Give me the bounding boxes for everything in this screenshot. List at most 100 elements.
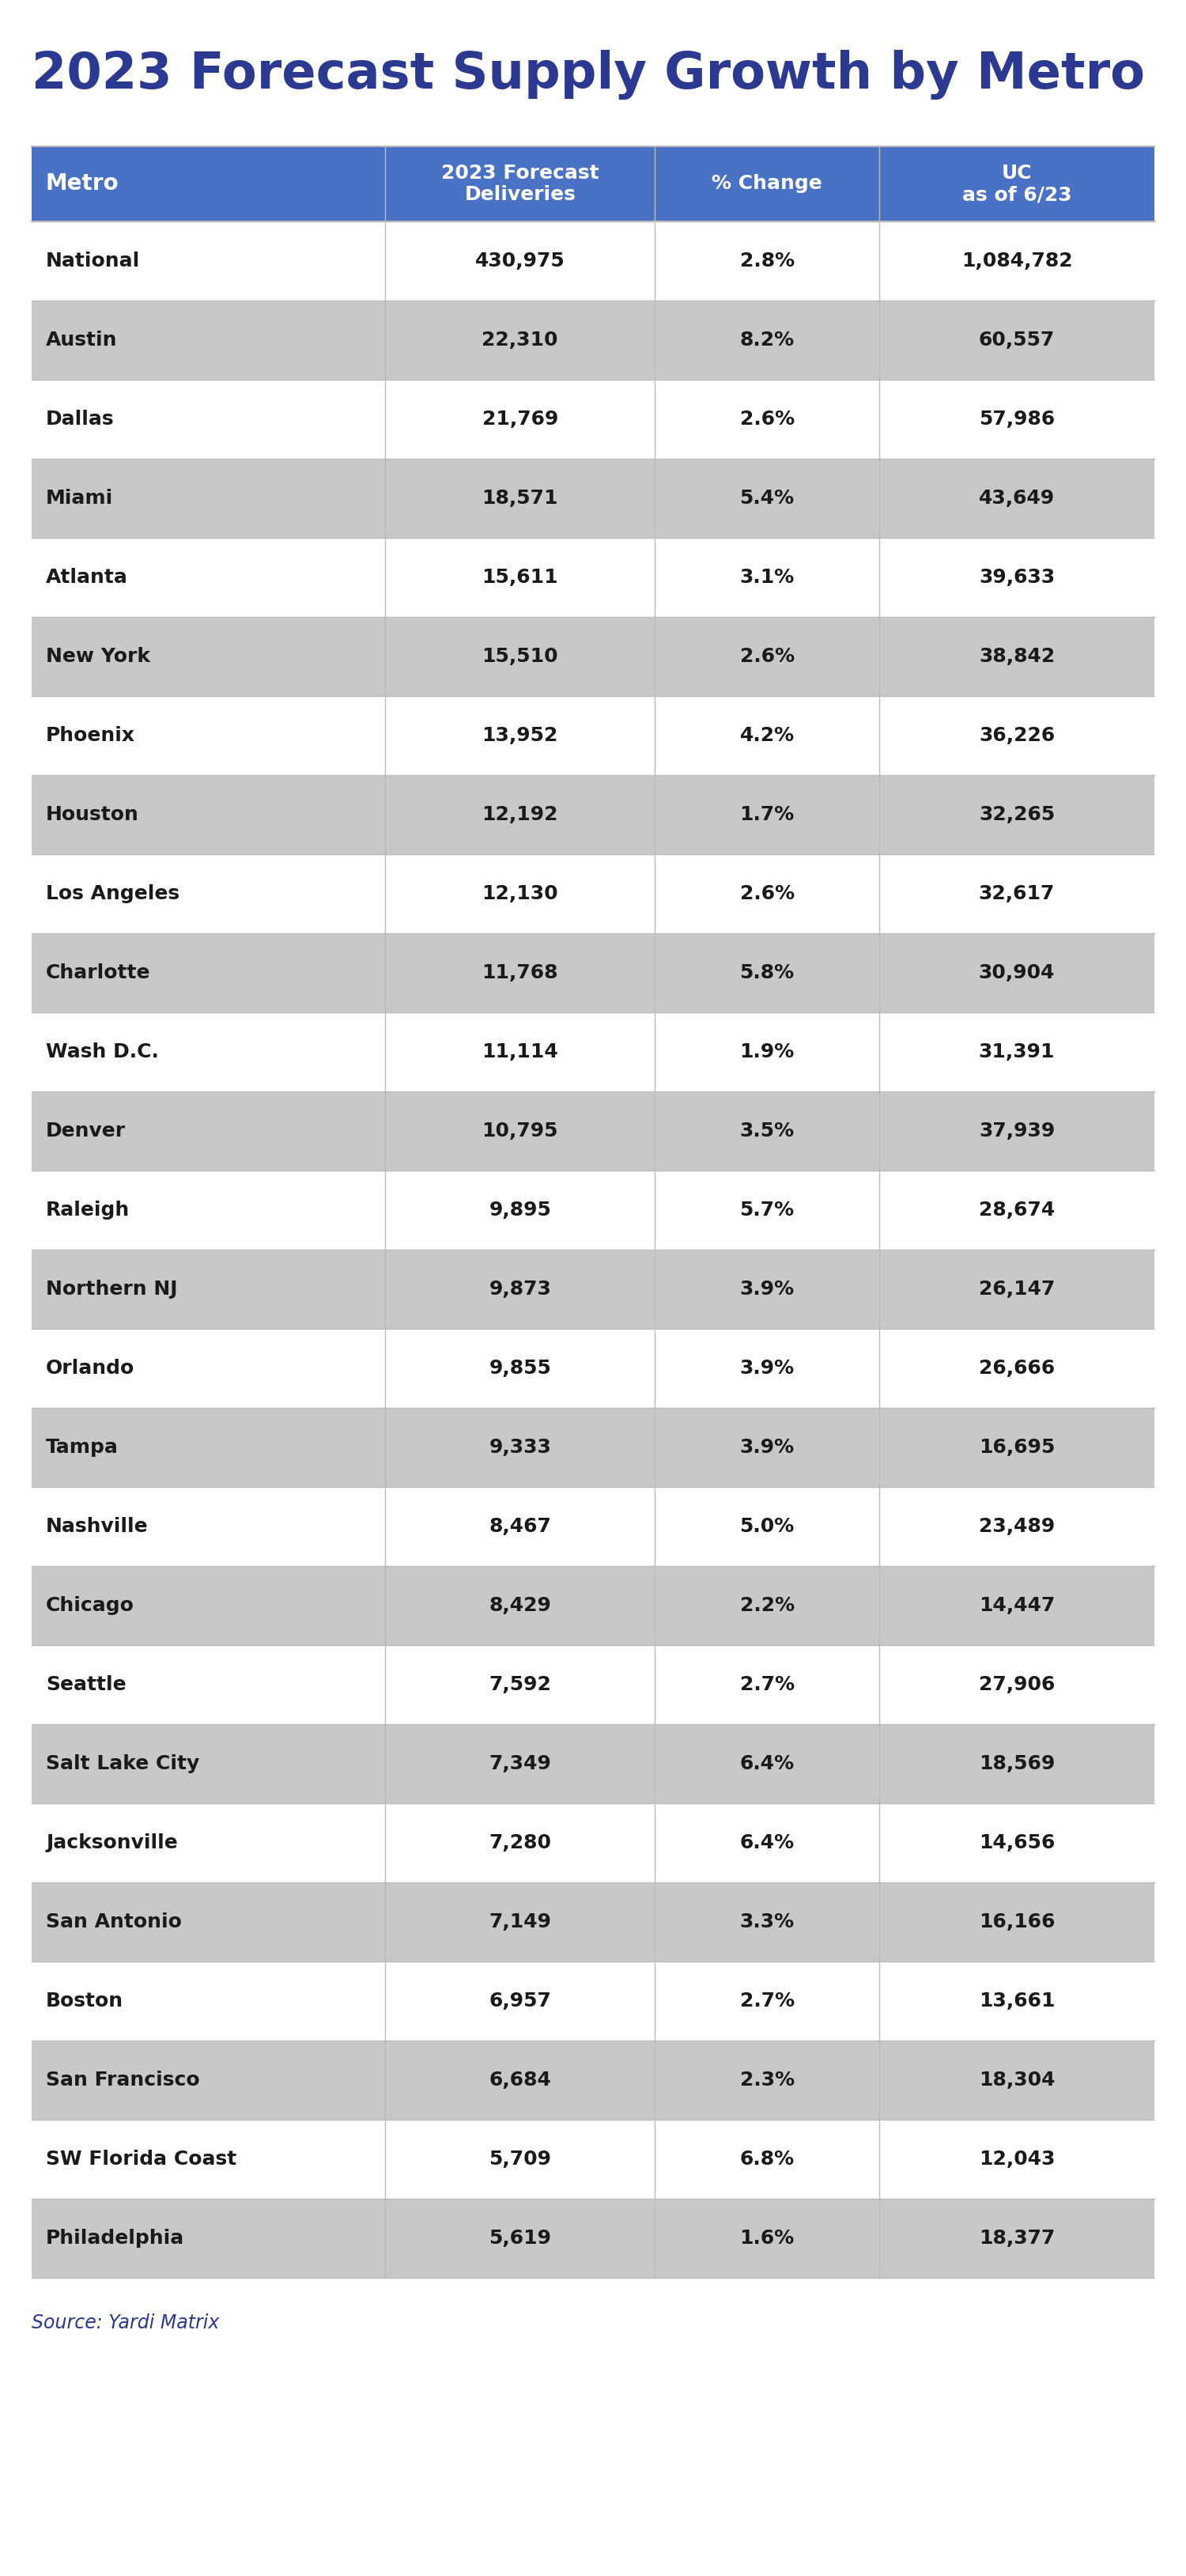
Text: Raleigh: Raleigh <box>46 1200 130 1218</box>
Bar <box>32 1723 1154 1803</box>
Text: 3.1%: 3.1% <box>740 567 795 587</box>
Bar <box>32 1170 1154 1249</box>
Text: 7,149: 7,149 <box>489 1911 551 1932</box>
Text: 13,952: 13,952 <box>482 726 559 744</box>
Text: 8.2%: 8.2% <box>740 330 795 350</box>
Text: 6.4%: 6.4% <box>740 1754 795 1772</box>
Bar <box>32 1249 1154 1329</box>
Text: 8,429: 8,429 <box>489 1597 551 1615</box>
Text: Chicago: Chicago <box>46 1597 134 1615</box>
Text: Miami: Miami <box>46 489 114 507</box>
Text: 7,349: 7,349 <box>489 1754 551 1772</box>
Text: Houston: Houston <box>46 806 139 824</box>
Text: 6.8%: 6.8% <box>740 2151 795 2169</box>
Bar <box>32 855 1154 933</box>
Text: Orlando: Orlando <box>46 1358 134 1378</box>
Text: 2023 Forecast
Deliveries: 2023 Forecast Deliveries <box>441 162 599 204</box>
Text: 2.3%: 2.3% <box>740 2071 795 2089</box>
Bar <box>32 1960 1154 2040</box>
Text: 9,873: 9,873 <box>489 1280 551 1298</box>
Text: 5.7%: 5.7% <box>740 1200 795 1218</box>
Text: Boston: Boston <box>46 1991 123 2009</box>
Bar <box>32 1092 1154 1170</box>
Text: 3.9%: 3.9% <box>740 1437 795 1458</box>
Text: 2.7%: 2.7% <box>740 1674 795 1695</box>
Text: Northern NJ: Northern NJ <box>46 1280 178 1298</box>
Text: 60,557: 60,557 <box>978 330 1054 350</box>
Text: 3.3%: 3.3% <box>740 1911 795 1932</box>
Text: 11,768: 11,768 <box>482 963 559 981</box>
Text: 12,192: 12,192 <box>482 806 559 824</box>
Text: Philadelphia: Philadelphia <box>46 2228 185 2249</box>
Bar <box>32 775 1154 855</box>
Text: San Antonio: San Antonio <box>46 1911 181 1932</box>
Text: 11,114: 11,114 <box>482 1043 559 1061</box>
Text: Metro: Metro <box>46 173 119 196</box>
Bar <box>32 1883 1154 1960</box>
Text: 7,592: 7,592 <box>489 1674 551 1695</box>
Text: 9,895: 9,895 <box>489 1200 551 1218</box>
Text: 2.6%: 2.6% <box>740 647 795 667</box>
Text: 15,510: 15,510 <box>482 647 559 667</box>
Bar <box>32 147 385 222</box>
Text: 1,084,782: 1,084,782 <box>961 252 1072 270</box>
Text: 430,975: 430,975 <box>476 252 565 270</box>
Text: 16,695: 16,695 <box>978 1437 1054 1458</box>
Text: 2.8%: 2.8% <box>740 252 795 270</box>
Bar <box>32 1486 1154 1566</box>
Text: 4.2%: 4.2% <box>740 726 795 744</box>
Text: 22,310: 22,310 <box>482 330 559 350</box>
Text: Salt Lake City: Salt Lake City <box>46 1754 199 1772</box>
Text: 2023 Forecast Supply Growth by Metro: 2023 Forecast Supply Growth by Metro <box>32 49 1144 100</box>
Text: 6,957: 6,957 <box>489 1991 551 2009</box>
Text: Denver: Denver <box>46 1121 126 1141</box>
Text: 12,043: 12,043 <box>978 2151 1056 2169</box>
Text: 14,656: 14,656 <box>978 1834 1054 1852</box>
Text: 5,709: 5,709 <box>489 2151 551 2169</box>
Text: 6,684: 6,684 <box>489 2071 551 2089</box>
Text: Atlanta: Atlanta <box>46 567 128 587</box>
Bar <box>32 1646 1154 1723</box>
Text: 12,130: 12,130 <box>482 884 559 904</box>
Text: 6.4%: 6.4% <box>740 1834 795 1852</box>
Bar <box>32 379 1154 459</box>
Bar <box>32 1329 1154 1409</box>
Text: 2.6%: 2.6% <box>740 884 795 904</box>
Text: Phoenix: Phoenix <box>46 726 135 744</box>
Text: 39,633: 39,633 <box>978 567 1054 587</box>
Text: Jacksonville: Jacksonville <box>46 1834 178 1852</box>
Bar <box>32 1012 1154 1092</box>
Text: 26,147: 26,147 <box>978 1280 1054 1298</box>
Bar <box>32 538 1154 616</box>
Text: 5.8%: 5.8% <box>740 963 795 981</box>
Bar <box>879 147 1154 222</box>
Text: New York: New York <box>46 647 151 667</box>
Text: Tampa: Tampa <box>46 1437 119 1458</box>
Text: % Change: % Change <box>712 175 822 193</box>
Text: 31,391: 31,391 <box>978 1043 1056 1061</box>
Text: Los Angeles: Los Angeles <box>46 884 179 904</box>
Text: Dallas: Dallas <box>46 410 114 428</box>
Text: 7,280: 7,280 <box>489 1834 551 1852</box>
Bar <box>32 2120 1154 2200</box>
Text: 3.5%: 3.5% <box>740 1121 795 1141</box>
Text: 5,619: 5,619 <box>489 2228 551 2249</box>
Text: Wash D.C.: Wash D.C. <box>46 1043 159 1061</box>
Text: 36,226: 36,226 <box>978 726 1054 744</box>
Bar <box>32 2040 1154 2120</box>
Text: 9,333: 9,333 <box>489 1437 551 1458</box>
Text: 30,904: 30,904 <box>978 963 1056 981</box>
Text: 32,265: 32,265 <box>978 806 1054 824</box>
Text: 1.6%: 1.6% <box>740 2228 795 2249</box>
Bar <box>32 459 1154 538</box>
Text: Seattle: Seattle <box>46 1674 126 1695</box>
Text: Austin: Austin <box>46 330 117 350</box>
Text: 13,661: 13,661 <box>978 1991 1056 2009</box>
Text: San Francisco: San Francisco <box>46 2071 199 2089</box>
Text: 10,795: 10,795 <box>482 1121 559 1141</box>
Text: 2.7%: 2.7% <box>740 1991 795 2009</box>
Text: 57,986: 57,986 <box>978 410 1054 428</box>
Text: 21,769: 21,769 <box>482 410 559 428</box>
Bar <box>32 2200 1154 2277</box>
Text: 18,304: 18,304 <box>978 2071 1056 2089</box>
